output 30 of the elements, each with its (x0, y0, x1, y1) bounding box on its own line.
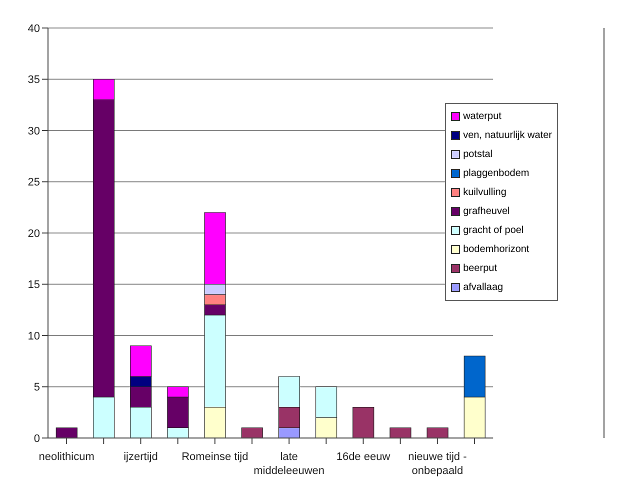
legend-label: gracht of poel (463, 225, 524, 236)
legend-label: potstal (463, 149, 493, 160)
legend-label: afvallaag (463, 282, 504, 293)
bar (352, 406, 374, 438)
y-tick-label: 40 (28, 22, 40, 35)
bar (390, 427, 412, 438)
y-tick-label: 10 (28, 330, 40, 342)
x-tick-label: ijzertijd (124, 451, 158, 463)
x-tick-label: neolithicum (38, 451, 94, 463)
y-tick-label: 35 (28, 74, 40, 86)
legend-label: bodemhorizont (463, 244, 530, 255)
y-tick-label: 20 (28, 228, 40, 240)
x-tick-label: late middeleeuwen (254, 451, 325, 477)
legend-label: beerput (463, 263, 497, 274)
y-tick-label: 5 (34, 382, 40, 394)
x-tick-label: nieuwe tijd - onbepaald (408, 451, 468, 477)
legend-label: grafheuvel (463, 206, 510, 217)
bar (426, 427, 448, 438)
bar (56, 427, 78, 438)
legend-label: ven, natuurlijk water (463, 130, 552, 141)
y-tick-label: 0 (34, 432, 40, 445)
y-tick-label: 30 (28, 125, 40, 138)
x-tick-label: 16de eeuw (336, 451, 390, 463)
x-tick-label: Romeinse tijd (182, 451, 248, 463)
legend-label: waterput (463, 111, 502, 122)
legend-label: kuilvulling (463, 187, 506, 198)
bar (241, 427, 263, 438)
y-tick-label: 25 (28, 176, 40, 189)
y-tick-label: 15 (28, 279, 40, 292)
legend-label: plaggenbodem (463, 168, 530, 179)
